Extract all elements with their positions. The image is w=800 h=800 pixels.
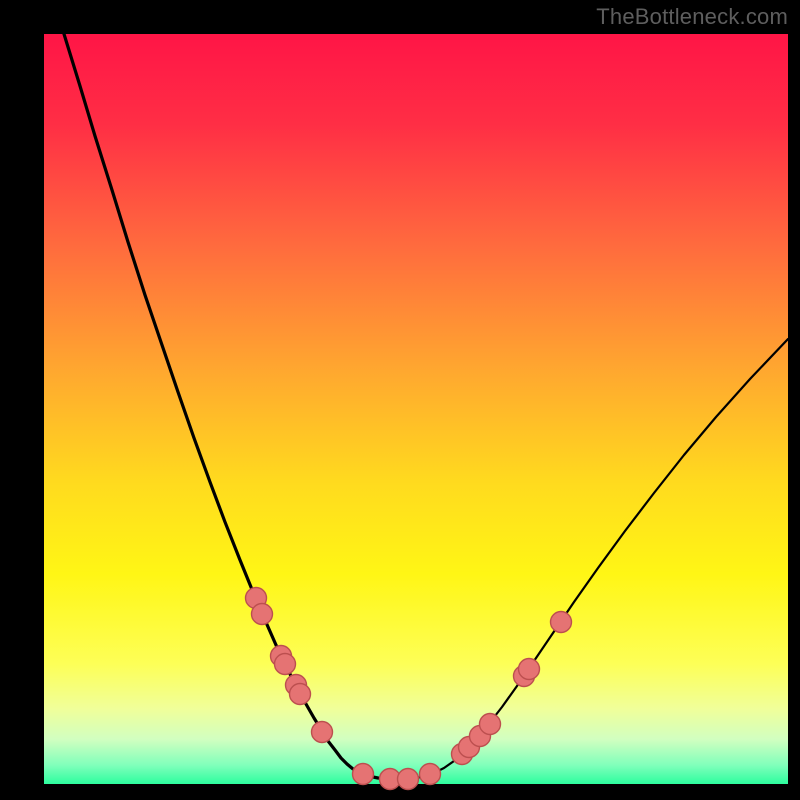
marker-dot bbox=[420, 764, 441, 785]
marker-dot bbox=[519, 659, 540, 680]
marker-dot bbox=[275, 654, 296, 675]
marker-dot bbox=[353, 764, 374, 785]
marker-dot bbox=[290, 684, 311, 705]
plot-background bbox=[44, 34, 788, 784]
marker-dot bbox=[551, 612, 572, 633]
root-container: TheBottleneck.com bbox=[0, 0, 800, 800]
marker-dot bbox=[398, 769, 419, 790]
marker-dot bbox=[312, 722, 333, 743]
marker-dot bbox=[252, 604, 273, 625]
marker-dot bbox=[480, 714, 501, 735]
chart-svg bbox=[0, 0, 800, 800]
